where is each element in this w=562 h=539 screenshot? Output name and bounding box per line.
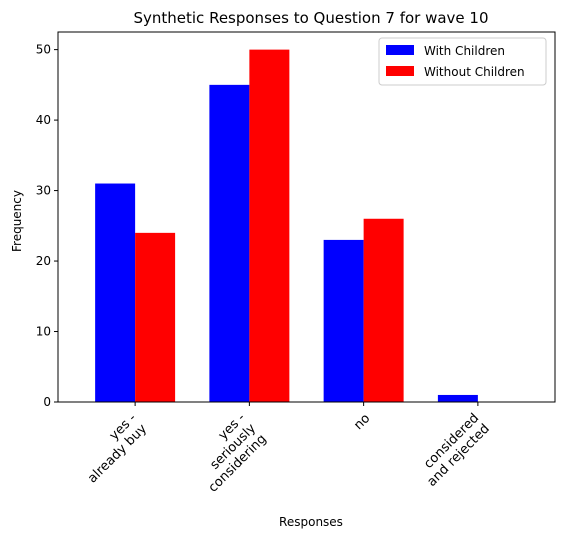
legend: With Children Without Children	[378, 37, 547, 86]
bar-with-children-1	[209, 84, 250, 402]
y-tick-label: 40	[36, 113, 51, 127]
legend-swatch-with-children	[386, 45, 414, 55]
bars-layer	[95, 49, 478, 402]
legend-box	[378, 37, 547, 86]
x-axis-label: Responses	[279, 515, 343, 529]
legend-label-without-children: Without Children	[424, 65, 525, 79]
bar-without-children-2	[363, 218, 404, 402]
y-axis: 0 10 20 30 40 50	[36, 43, 58, 409]
y-tick-label: 20	[36, 254, 51, 268]
chart-title: Synthetic Responses to Question 7 for wa…	[133, 9, 488, 27]
bar-with-children-2	[323, 239, 364, 402]
y-tick-label: 0	[43, 395, 51, 409]
x-tick-label-line: no	[351, 411, 373, 433]
y-tick-label: 30	[36, 184, 51, 198]
x-tick-label-0: yes -already buy	[85, 411, 150, 487]
legend-swatch-without-children	[386, 66, 414, 76]
bar-without-children-1	[249, 49, 290, 402]
bar-without-children-0	[135, 232, 176, 402]
y-tick-label: 50	[36, 43, 51, 57]
y-tick-label: 10	[36, 325, 51, 339]
x-tick-label-2: no	[351, 411, 373, 433]
legend-label-with-children: With Children	[424, 44, 505, 58]
y-axis-label: Frequency	[10, 190, 24, 252]
bar-with-children-0	[95, 183, 136, 402]
bar-with-children-3	[437, 394, 478, 402]
plot-frame	[57, 31, 556, 403]
x-axis: yes -already buy yes -seriouslyconsiderin…	[85, 402, 493, 496]
